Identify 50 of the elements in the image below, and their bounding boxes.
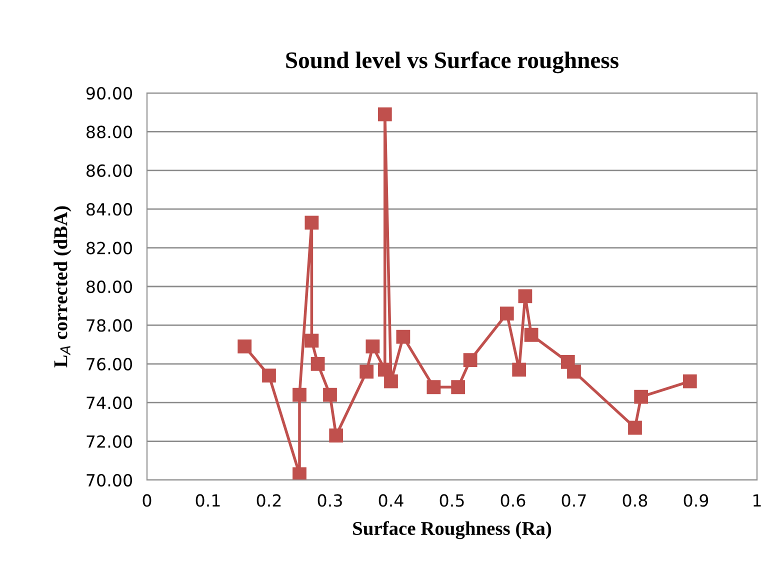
- x-tick-label: 1: [754, 494, 761, 507]
- point: [426, 380, 441, 394]
- point: [518, 289, 532, 304]
- x-tick-label: 0.6: [500, 494, 526, 507]
- x-tick-label: 0.8: [622, 494, 648, 507]
- x-tick-label: 0.5: [440, 494, 464, 507]
- x-tick-label: 0.7: [562, 494, 586, 507]
- point: [524, 328, 538, 342]
- point: [323, 388, 337, 402]
- x-tick-label: 0.4: [378, 494, 404, 507]
- point: [500, 306, 514, 321]
- point: [360, 364, 374, 379]
- point: [634, 390, 648, 404]
- x-tick-label: 0.9: [684, 494, 708, 507]
- y-tick-label: 78.00: [86, 319, 132, 332]
- chart-title: Sound level vs Surface roughness: [286, 51, 618, 74]
- y-tick-label: 84.00: [86, 203, 132, 216]
- y-tick-label: 90.00: [86, 86, 132, 100]
- point: [304, 216, 319, 230]
- x-axis-title: Surface Roughness (Ra): [353, 521, 552, 540]
- point: [567, 364, 581, 379]
- y-tick-label: 88.00: [86, 126, 132, 138]
- point: [310, 356, 325, 371]
- y-tick-label: 70.00: [86, 474, 132, 487]
- point: [329, 428, 344, 442]
- y-tick-label: 86.00: [86, 164, 132, 177]
- y-tick-label: 82.00: [86, 242, 132, 254]
- point: [463, 353, 478, 367]
- point: [451, 380, 466, 394]
- point: [292, 388, 306, 402]
- point: [384, 374, 398, 388]
- point: [366, 340, 380, 354]
- y-tick-label: 72.00: [86, 435, 132, 448]
- x-tick-label: 0: [142, 494, 152, 507]
- y-tick-label: 74.00: [86, 396, 132, 410]
- point: [292, 467, 306, 480]
- point: [396, 330, 410, 344]
- y-tick-label: 76.00: [86, 358, 132, 370]
- point: [238, 340, 252, 354]
- point: [304, 334, 319, 348]
- point: [378, 107, 392, 122]
- y-axis-title: L$_{A}$ corrected (dBA): [54, 206, 72, 368]
- x-tick-label: 0.2: [256, 494, 281, 507]
- y-tick-label: 80.00: [86, 280, 132, 294]
- point: [682, 374, 697, 388]
- x-tick-label: 0.3: [318, 494, 342, 507]
- point: [628, 420, 642, 435]
- x-tick-label: 0.1: [196, 494, 220, 507]
- point: [512, 362, 526, 377]
- point: [262, 368, 276, 382]
